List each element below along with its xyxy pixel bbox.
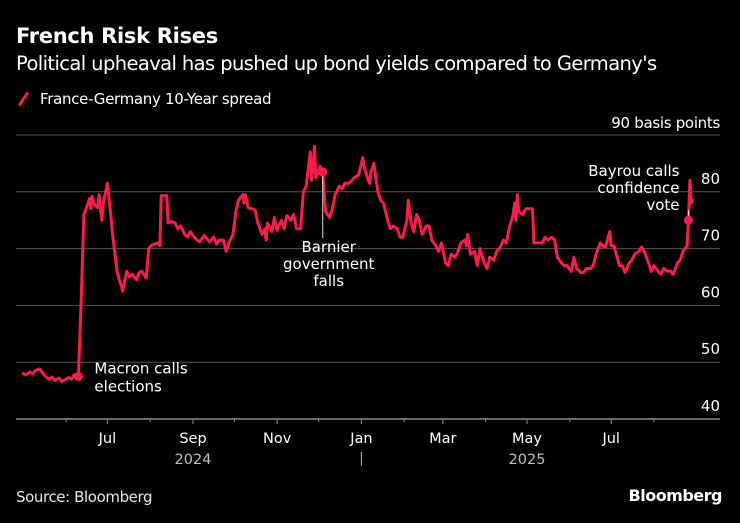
x-year-label: 2025 — [509, 452, 546, 468]
legend-label: France-Germany 10-Year spread — [40, 90, 272, 108]
annotation-text: vote — [646, 196, 679, 214]
x-tick-label: Jul — [601, 431, 620, 447]
x-tick-label: Jul — [98, 431, 117, 447]
y-tick-label-40: 40 — [701, 397, 720, 415]
y-tick-label-80: 80 — [701, 170, 720, 188]
x-axis: Jul Sep Nov Jan Mar May Jul 2024 2025 — [65, 419, 655, 468]
annotation-text: Barnier — [301, 238, 356, 256]
legend: France-Germany 10-Year spread — [16, 90, 272, 108]
annotation-text: confidence — [597, 179, 679, 197]
annotation-text: Macron calls — [94, 359, 187, 377]
y-tick-label-70: 70 — [701, 227, 720, 245]
gridlines — [16, 134, 720, 420]
annotation-text: government — [283, 255, 375, 273]
annotation-marker — [318, 167, 328, 177]
y-tick-labels: 40 50 60 70 80 — [701, 170, 720, 415]
y-tick-label-50: 50 — [701, 340, 720, 358]
source-note: Source: Bloomberg — [16, 488, 153, 506]
y-tick-label-60: 60 — [701, 283, 720, 301]
x-tick-label: Nov — [263, 431, 292, 447]
series-line — [21, 144, 695, 383]
bloomberg-logo: Bloomberg — [628, 486, 723, 505]
chart-subtitle: Political upheaval has pushed up bond yi… — [16, 52, 657, 75]
chart-title: French Risk Rises — [16, 24, 218, 48]
annotation-text: elections — [94, 377, 162, 395]
x-tick-label: Jan — [349, 431, 372, 447]
x-tick-label: Sep — [179, 431, 206, 447]
x-year-label: 2024 — [175, 452, 212, 468]
series-layer — [21, 144, 695, 383]
annotation-marker — [684, 215, 694, 225]
y-axis-unit-label: 90 basis points — [611, 114, 720, 132]
annotation-marker — [73, 371, 83, 381]
annotation-text: falls — [313, 272, 344, 290]
x-tick-label: Mar — [429, 431, 456, 447]
x-tick-label: May — [512, 431, 542, 447]
annotation-text: Bayrou calls — [588, 162, 679, 180]
